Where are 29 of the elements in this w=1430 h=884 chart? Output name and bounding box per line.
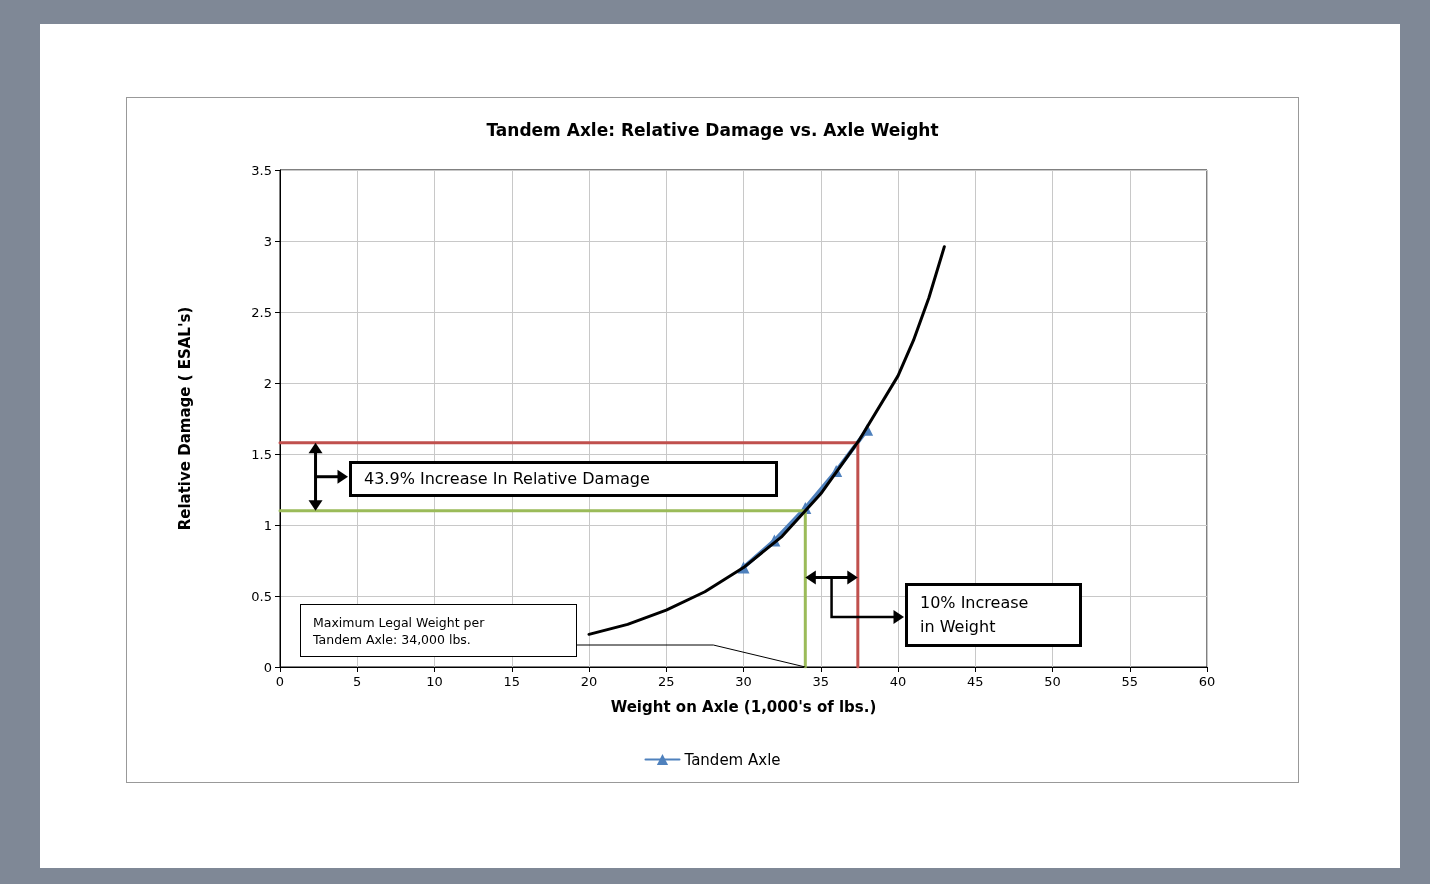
callout-box: 43.9% Increase In Relative Damage xyxy=(349,461,778,497)
x-tick-label: 25 xyxy=(657,674,675,689)
y-tick-label: 2.5 xyxy=(251,304,272,320)
y-tick-label: 3 xyxy=(263,233,272,249)
callout: Maximum Legal Weight per Tandem Axle: 34,000 lbs. xyxy=(300,604,808,669)
x-tick-label: 60 xyxy=(1198,674,1216,689)
x-tick-label: 50 xyxy=(1044,674,1061,689)
x-axis-title: Weight on Axle (1,000's of lbs.) xyxy=(610,697,877,716)
y-tick-label: 1 xyxy=(263,517,272,533)
x-tick-label: 45 xyxy=(966,674,984,689)
x-tick-label: 55 xyxy=(1121,674,1139,689)
chart-title: Tandem Axle: Relative Damage vs. Axle Weight xyxy=(486,119,939,140)
x-tick-label: 35 xyxy=(812,674,830,689)
y-tick-label: 1.5 xyxy=(251,446,272,462)
x-tick-label: 15 xyxy=(503,674,521,689)
x-tick-label: 5 xyxy=(353,674,362,689)
x-tick-label: 30 xyxy=(735,674,752,689)
y-tick-label: 0 xyxy=(263,659,272,675)
legend-label: Tandem Axle xyxy=(683,750,781,769)
callout-box: 10% Increase in Weight xyxy=(905,583,1082,647)
x-tick-label: 20 xyxy=(580,674,598,689)
x-tick-label: 10 xyxy=(426,674,443,689)
y-tick-label: 3.5 xyxy=(251,162,272,178)
y-tick-label: 0.5 xyxy=(251,588,272,604)
y-tick-label: 2 xyxy=(263,375,272,391)
annotation: Maximum Legal Weight per Tandem Axle: 34,000 lbs. xyxy=(300,604,577,657)
x-tick-label: 40 xyxy=(889,674,907,689)
y-axis-title: Relative Damage ( ESAL's) xyxy=(175,306,194,531)
x-tick-label: 0 xyxy=(275,674,285,689)
